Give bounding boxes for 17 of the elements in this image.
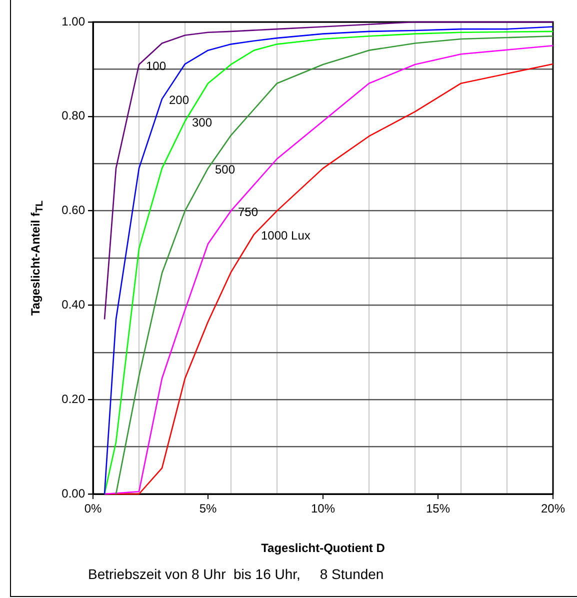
series-label: 1000 Lux (261, 228, 310, 243)
y-tick-label: 1.00 (62, 14, 86, 28)
y-tick-label: 0.80 (62, 108, 86, 123)
series-label: 500 (215, 162, 236, 177)
series-label: 300 (192, 115, 212, 130)
y-tick-label: 0.60 (62, 203, 86, 218)
text: Betriebszeit von 8 Uhr bis 16 Uhr, 8 Stunden (88, 566, 384, 582)
x-tick-label: 0% (84, 502, 102, 516)
x-axis-title: Tageslicht-Quotient D (261, 541, 385, 555)
series-label: 200 (169, 93, 190, 108)
y-tick-label: 0.20 (62, 392, 86, 406)
x-tick-label: 15% (426, 502, 450, 516)
x-tick-label: 10% (310, 502, 336, 516)
y-tick-label: 0.40 (62, 298, 86, 312)
x-tick-label: 20% (540, 502, 566, 516)
y-tick-label: 0.00 (62, 486, 86, 500)
x-tick-label: 5% (199, 502, 217, 516)
